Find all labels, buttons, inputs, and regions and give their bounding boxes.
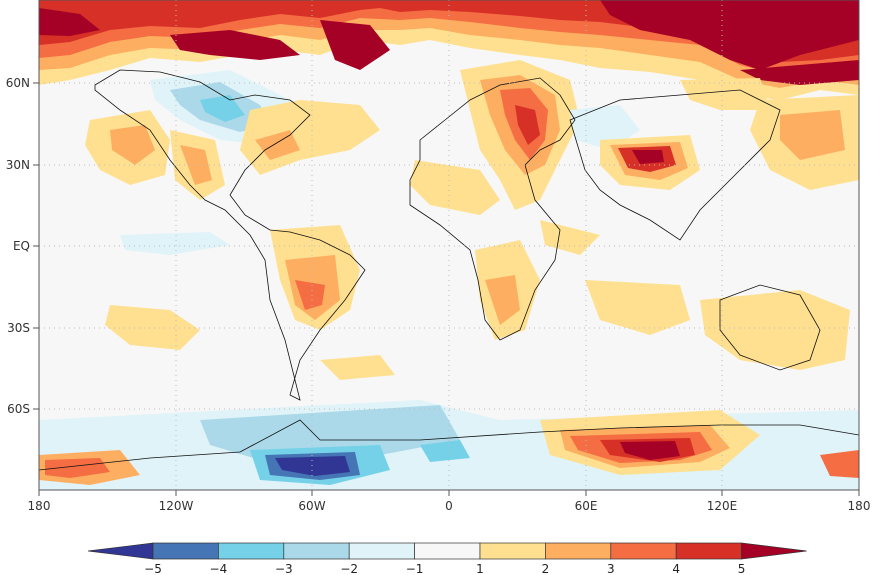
colorbar-extend-high xyxy=(741,542,807,560)
asia-anomalies xyxy=(570,78,859,190)
lon-tick-label: 0 xyxy=(445,499,453,513)
lon-tick-label: 180 xyxy=(28,499,51,513)
colorbar-label: 4 xyxy=(672,562,680,575)
colorbar-swatch xyxy=(348,542,415,560)
lon-tick-label: 120W xyxy=(159,499,194,513)
lon-tick-label: 60E xyxy=(575,499,598,513)
colorbar-label: −1 xyxy=(406,562,424,575)
colorbar-swatch xyxy=(545,542,612,560)
lon-tick-labels: 180 120W 60W 0 60E 120E 180 xyxy=(28,499,871,513)
lon-tick-label: 60W xyxy=(298,499,325,513)
colorbar-swatch xyxy=(479,542,546,560)
lat-tick-label: 30S xyxy=(7,321,30,335)
colorbar-swatch xyxy=(283,542,350,560)
colorbar-label: 5 xyxy=(738,562,746,575)
colorbar-label: −3 xyxy=(275,562,293,575)
lat-tick-label: EQ xyxy=(13,239,30,253)
coastlines xyxy=(39,69,859,471)
lat-tick-label: 30N xyxy=(6,158,30,172)
americas-coastline xyxy=(94,69,366,401)
tick-marks xyxy=(33,82,860,496)
australia-coastline xyxy=(719,284,821,371)
colorbar-swatch xyxy=(414,542,481,560)
colorbar-swatch xyxy=(610,542,677,560)
colorbar: −5 −4 −3 −2 −1 1 2 3 4 5 xyxy=(87,542,807,575)
colorbar-label: 3 xyxy=(607,562,615,575)
lat-tick-labels: 60N 30N EQ 30S 60S xyxy=(6,76,30,416)
graticule xyxy=(39,0,859,490)
colorbar-swatch xyxy=(218,542,285,560)
lon-tick-label: 180 xyxy=(848,499,871,513)
africa-europe-coastline xyxy=(409,77,576,341)
lat-tick-label: 60N xyxy=(6,76,30,90)
colorbar-swatch xyxy=(675,542,742,560)
colorbar-label: −5 xyxy=(144,562,162,575)
arctic-warm-anomaly xyxy=(39,0,859,100)
colorbar-label: −4 xyxy=(210,562,228,575)
colorbar-swatch xyxy=(152,542,219,560)
colorbar-label: 2 xyxy=(542,562,550,575)
map-panel xyxy=(39,0,859,490)
lon-tick-label: 120E xyxy=(707,499,738,513)
colorbar-label: 1 xyxy=(476,562,484,575)
lat-tick-label: 60S xyxy=(7,402,30,416)
colorbar-extend-low xyxy=(87,542,154,560)
asia-coastline xyxy=(569,89,781,241)
antarctica-coastline xyxy=(39,419,859,471)
colorbar-label: −2 xyxy=(340,562,358,575)
